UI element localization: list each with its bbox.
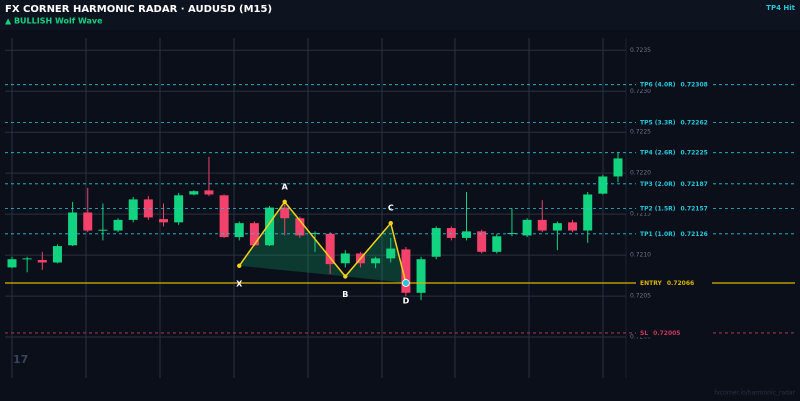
pattern-label: D [403,296,410,305]
y-tick-label: 0.7210 [630,252,651,259]
level-value: 0.72066 [667,279,694,286]
candle-body [174,195,184,223]
level-label: SL 0.72005 [640,329,680,336]
level-value: 0.72126 [681,230,708,237]
pattern-point [388,220,393,226]
level-label: TP6 (4.0R) 0.72308 [640,81,708,88]
level-label-bg [636,80,712,90]
candle-body [401,249,411,293]
candle-body [83,212,93,231]
level-name: TP6 (4.0R) [640,81,676,88]
level-name: TP5 (3.3R) [640,119,676,126]
candle-body [98,229,108,231]
level-label: TP1 (1.0R) 0.72126 [640,230,708,237]
candle-body [386,248,396,259]
level-name: TP3 (2.0R) [640,180,676,187]
level-label: TP5 (3.3R) 0.72262 [640,119,708,126]
candle-body [37,260,47,263]
candle-body [204,190,214,195]
candle-body [583,194,593,231]
level-label: TP4 (2.6R) 0.72225 [640,149,708,156]
candle-body [340,253,350,264]
candle-body [143,199,153,218]
y-tick-label: 0.7220 [630,170,651,177]
v-grid [11,38,604,378]
pattern-label: C [388,204,394,213]
candle-body [310,232,320,234]
candle-body [416,259,426,293]
pattern-point [401,279,410,287]
level-label-bg [636,328,712,338]
candle-body [280,207,290,219]
y-tick-label: 0.7215 [630,211,651,218]
candle-body [568,222,578,231]
candle-body [598,176,608,194]
level-name: TP1 (1.0R) [640,230,676,237]
watermark: 17 [13,353,28,366]
pattern-label: B [342,290,348,299]
candle-body [446,228,456,238]
level-label-bg [636,148,712,158]
chart-subtitle: ▲ BULLISH Wolf Wave [5,17,103,26]
level-label-bg [636,203,712,213]
candle-body [68,212,78,246]
level-label: TP2 (1.5R) 0.72157 [640,205,708,212]
candle-body [477,231,487,252]
candle-body [492,236,502,252]
level-label: ENTRY 0.72066 [640,279,694,286]
level-name: TP2 (1.5R) [640,205,676,212]
level-value: 0.72187 [681,180,708,187]
candle-body [189,191,199,195]
candle-body [552,223,562,231]
level-label-bg [636,179,712,189]
pattern-label: A [282,182,289,191]
pattern-label: X [236,279,243,288]
candle-body [219,195,229,238]
level-name: TP4 (2.6R) [640,149,676,156]
level-value: 0.72005 [653,329,680,336]
level-label-bg [636,117,712,127]
level-value: 0.72157 [681,205,708,212]
pattern-point [282,199,287,205]
candle-body [7,259,17,268]
status-label: TP4 Hit [766,4,795,12]
candle-body [52,246,62,263]
chart-title: FX CORNER HARMONIC RADAR · AUDUSD (M15) [5,4,272,15]
candle-body [325,233,335,265]
candle-body [371,258,381,264]
y-tick-label: 0.7205 [630,293,651,300]
footer: fxcorner.io/harmonic_radar [714,390,795,397]
candle-body [522,219,532,236]
candle-body [22,258,32,260]
level-label: TP3 (2.0R) 0.72187 [640,180,708,187]
candle-body [295,218,305,236]
candle-body [128,199,138,220]
level-value: 0.72308 [681,81,708,88]
pattern-point [237,263,242,268]
candle-body [265,207,275,246]
pattern-point [343,274,348,279]
level-name: SL [640,329,648,336]
candle-body [113,219,123,231]
candle-body [462,231,471,238]
y-tick-label: 0.7225 [630,129,651,136]
level-value: 0.72225 [681,149,708,156]
pattern-fill [239,201,346,277]
candle-body [431,228,441,257]
header-bar [0,0,800,30]
candle-body [537,219,547,231]
y-tick-label: 0.7230 [630,88,651,95]
level-name: ENTRY [640,279,663,286]
level-label-bg [636,229,712,239]
candle-body [249,223,259,246]
candle-body [613,158,623,177]
candle-body [234,223,244,238]
level-value: 0.72262 [681,119,708,126]
y-tick-label: 0.7235 [630,47,651,54]
level-label-bg [636,278,712,288]
candle-body [159,219,168,223]
